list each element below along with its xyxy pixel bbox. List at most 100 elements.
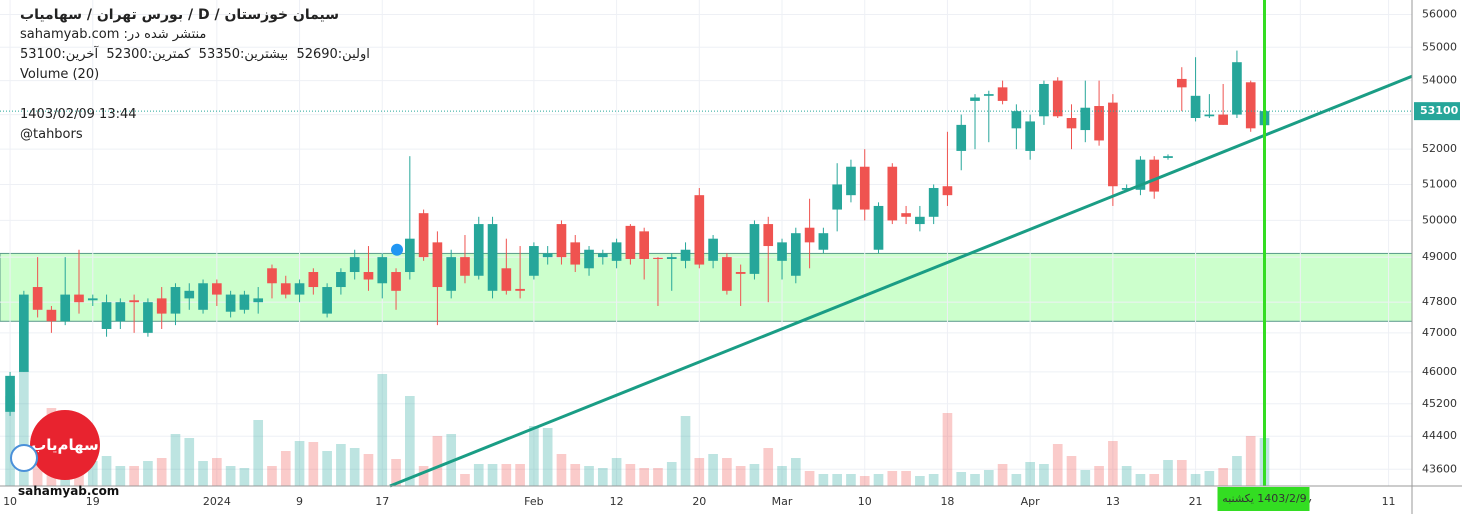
volume-bar — [983, 470, 994, 486]
source: منتشر شده در: sahamyab.com — [20, 27, 207, 42]
volume-bar — [198, 461, 208, 486]
candle-body — [253, 298, 264, 303]
volume-bar — [363, 454, 374, 486]
candle-body — [294, 283, 305, 295]
candle-body — [515, 288, 525, 291]
volume-bar — [391, 459, 401, 486]
x-tick-label: 10 — [3, 495, 17, 508]
volume-bar — [294, 441, 305, 486]
x-tick-label: 10 — [858, 495, 872, 508]
volume-bar — [887, 471, 898, 486]
date-badge-label: 1403/2/9 یکشنبه — [1222, 492, 1306, 505]
watermark: sahamyab.com — [18, 484, 120, 498]
volume-bar — [846, 474, 856, 486]
volume-bar — [501, 464, 512, 486]
volume-bar — [790, 458, 801, 486]
candle-body — [418, 213, 429, 258]
volume-bar — [584, 466, 594, 486]
chart-title: سیمان خوزستان / D / بورس تهران / سهامیاب — [20, 7, 340, 23]
candle-body — [156, 298, 167, 314]
candle-body — [584, 249, 594, 269]
candle-body — [308, 272, 319, 288]
candle-body — [1108, 102, 1118, 187]
volume-bar — [460, 474, 470, 486]
volume-bar — [156, 458, 167, 486]
y-tick-label: 47800 — [1422, 295, 1457, 308]
volume-bar — [694, 458, 705, 486]
candle-body — [1025, 121, 1035, 151]
volume-bar — [336, 444, 346, 486]
candle-body — [529, 246, 539, 276]
volume-bar — [170, 434, 181, 486]
candle-body — [460, 257, 470, 276]
x-tick-label: Apr — [1021, 495, 1041, 508]
candle-body — [1176, 78, 1187, 88]
x-tick-label: 19 — [86, 495, 100, 508]
y-tick-label: 54000 — [1422, 74, 1457, 87]
candle-body — [446, 257, 457, 291]
volume-bar — [915, 476, 925, 486]
volume-bar — [253, 420, 264, 486]
candle-body — [694, 195, 705, 265]
candle-body — [1190, 95, 1201, 118]
volume-bar — [377, 374, 388, 486]
candle-body — [32, 287, 43, 310]
volume-bar — [749, 464, 760, 486]
candle-body — [722, 257, 732, 291]
y-tick-label: 56000 — [1422, 8, 1457, 21]
ohlc-legend: اولین:52690 بیشترین:53350 کمترین:52300 آ… — [20, 47, 370, 62]
volume-bar — [129, 466, 139, 486]
candle-body — [942, 186, 953, 196]
candle-body — [653, 257, 663, 259]
candle-body — [956, 124, 967, 151]
icon — [10, 444, 38, 472]
candle-body — [487, 224, 498, 291]
volume-bar — [239, 468, 250, 486]
volume-bar — [1025, 462, 1035, 486]
volume-bar — [349, 448, 360, 486]
volume-bar — [1245, 436, 1256, 486]
trendline — [389, 74, 1413, 488]
date-badge — [1217, 487, 1310, 511]
candle-body — [1039, 83, 1049, 117]
volume-bar — [87, 461, 98, 486]
candle-body — [501, 268, 512, 291]
candle-body — [280, 283, 291, 295]
volume-bar — [997, 464, 1008, 486]
candle-body — [432, 242, 443, 288]
volume-bar — [901, 471, 911, 486]
volume-bar — [473, 464, 484, 486]
volume-bar — [1135, 474, 1146, 486]
logo: سهام‌یاب — [30, 410, 100, 480]
volume-bar — [777, 466, 787, 486]
candle-body — [846, 166, 856, 196]
candle-body — [611, 242, 622, 261]
candle-body — [1080, 107, 1091, 131]
x-tick-label: Mar — [772, 495, 793, 508]
x-tick-label: 17 — [375, 495, 389, 508]
volume-bar — [487, 464, 498, 486]
volume-bar — [818, 474, 829, 486]
candle-body — [708, 238, 718, 261]
volume-bar — [708, 454, 718, 486]
volume-bar — [212, 458, 222, 486]
volume-bar — [1066, 456, 1077, 486]
volume-bar — [1052, 444, 1063, 486]
volume-bar — [722, 458, 732, 486]
volume-bar — [529, 426, 539, 486]
candle-body — [570, 242, 581, 265]
y-tick-label: 44400 — [1422, 429, 1457, 442]
candle-body — [625, 225, 636, 259]
timestamp: 1403/02/09 13:44 — [20, 107, 137, 122]
x-tick-label: 11 — [1382, 495, 1396, 508]
volume-bar — [1094, 466, 1104, 486]
candle-body — [19, 294, 29, 372]
candle-body — [542, 253, 553, 258]
volume-legend: Volume (20) — [20, 67, 100, 82]
candle-body — [184, 290, 195, 299]
volume-bar — [873, 474, 884, 486]
volume-bar — [680, 416, 691, 486]
volume-bar — [1080, 470, 1091, 486]
y-tick-label: 43600 — [1422, 462, 1457, 475]
candle-body — [1245, 82, 1256, 129]
